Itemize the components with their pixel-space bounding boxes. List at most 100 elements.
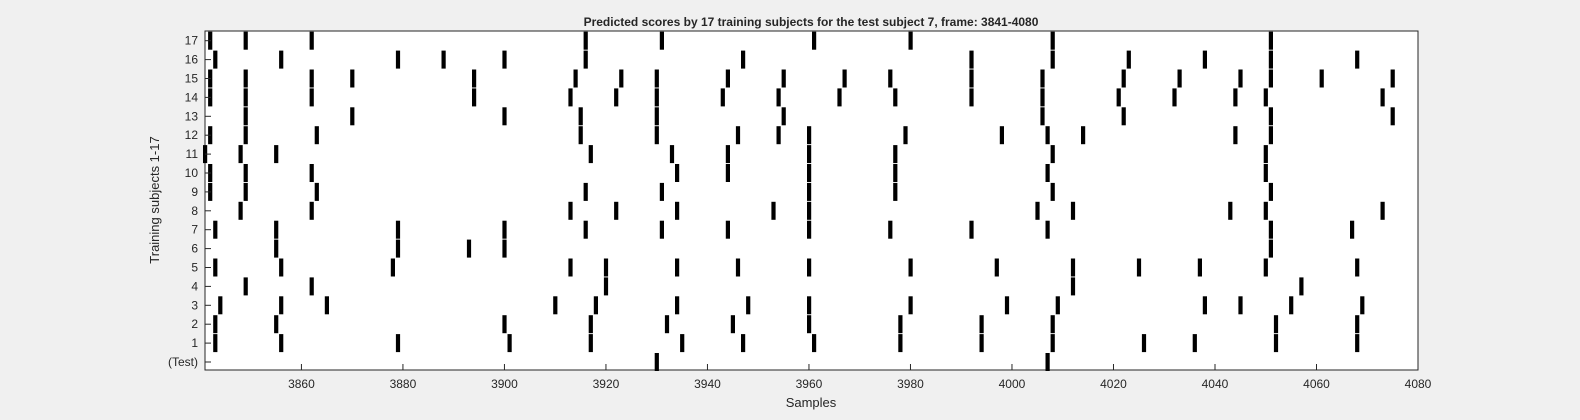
score-mark: [1299, 277, 1304, 296]
score-mark: [588, 334, 593, 353]
score-mark: [274, 315, 279, 334]
x-tick-label: 3880: [390, 377, 417, 391]
score-mark: [807, 258, 812, 277]
x-tick-label: 4020: [1100, 377, 1127, 391]
score-mark: [395, 220, 401, 239]
score-mark: [243, 31, 248, 50]
x-tick-label: 3920: [593, 377, 620, 391]
score-mark: [659, 182, 664, 201]
y-tick-label: 14: [185, 90, 199, 104]
score-mark: [614, 88, 619, 107]
score-mark: [1177, 69, 1182, 88]
score-mark: [807, 164, 812, 182]
score-mark: [588, 315, 593, 334]
score-mark: [1268, 220, 1273, 239]
score-mark: [243, 164, 248, 182]
score-mark: [395, 50, 401, 69]
score-mark: [279, 334, 284, 353]
score-mark: [781, 69, 786, 88]
score-mark: [1202, 296, 1207, 315]
score-mark: [807, 315, 812, 334]
score-mark: [1263, 88, 1268, 107]
score-mark: [568, 201, 573, 220]
score-mark: [213, 334, 218, 353]
score-mark: [807, 182, 812, 201]
score-mark: [568, 258, 573, 277]
score-mark: [675, 296, 680, 315]
score-mark: [1050, 334, 1055, 353]
score-mark: [603, 258, 609, 277]
x-tick-label: 4060: [1303, 377, 1330, 391]
score-mark: [654, 353, 659, 371]
score-mark: [243, 182, 248, 201]
score-mark: [776, 88, 781, 107]
score-mark: [583, 220, 588, 239]
score-mark: [1233, 88, 1238, 107]
score-mark: [807, 220, 812, 239]
score-mark: [675, 258, 680, 277]
score-mark: [314, 126, 319, 145]
score-mark: [807, 126, 812, 145]
score-mark: [1081, 126, 1086, 145]
score-mark: [395, 239, 401, 258]
score-mark: [1004, 296, 1010, 315]
score-mark: [812, 31, 817, 50]
score-mark: [472, 88, 477, 107]
score-mark: [1050, 182, 1055, 201]
score-mark: [243, 69, 248, 88]
score-mark: [324, 296, 329, 315]
score-mark: [1263, 145, 1268, 164]
score-mark: [395, 334, 401, 353]
y-tick-label: 4: [191, 279, 198, 293]
score-mark: [553, 296, 558, 315]
score-mark: [1116, 88, 1121, 107]
score-mark: [1380, 88, 1385, 107]
score-mark: [893, 164, 898, 182]
score-mark: [1268, 69, 1273, 88]
score-mark: [675, 201, 680, 220]
score-mark: [1263, 164, 1268, 182]
y-tick-label: 2: [191, 317, 198, 331]
score-mark: [1050, 145, 1055, 164]
score-mark: [1355, 258, 1360, 277]
score-mark: [1141, 334, 1147, 353]
score-mark: [1360, 296, 1365, 315]
score-mark: [309, 277, 314, 296]
score-mark: [1268, 182, 1273, 201]
score-mark: [741, 334, 746, 353]
score-mark: [603, 277, 609, 296]
score-mark: [735, 258, 741, 277]
score-mark: [1238, 69, 1243, 88]
score-mark: [1126, 50, 1131, 69]
x-axis-ticks: 3860 3880 3900 3920 3940 3960 3980 4000 4020 4040…: [288, 364, 1432, 391]
y-tick-label: 15: [185, 72, 199, 86]
chart-title: Predicted scores by 17 training subjects…: [584, 15, 1039, 29]
score-mark: [771, 201, 776, 220]
score-mark: [969, 220, 974, 239]
score-mark: [888, 220, 893, 239]
score-mark: [472, 69, 477, 88]
score-mark: [309, 88, 314, 107]
y-tick-label: 5: [191, 261, 198, 275]
score-mark: [213, 258, 218, 277]
score-mark: [898, 315, 903, 334]
score-mark: [654, 126, 659, 145]
score-mark: [994, 258, 999, 277]
x-tick-label: 4040: [1202, 377, 1229, 391]
score-mark: [720, 88, 725, 107]
score-mark: [1390, 69, 1395, 88]
score-mark: [1040, 107, 1045, 126]
score-mark: [888, 69, 893, 88]
score-mark: [578, 126, 583, 145]
y-tick-label: 6: [191, 242, 198, 256]
score-mark: [664, 315, 670, 334]
score-mark: [654, 88, 659, 107]
marks-layer: [203, 31, 1395, 371]
score-mark: [1070, 277, 1076, 296]
score-mark: [1136, 258, 1142, 277]
plot-area: [204, 30, 1419, 371]
score-mark: [593, 296, 598, 315]
score-mark: [654, 107, 659, 126]
y-tick-label: 8: [191, 204, 198, 218]
score-mark: [213, 220, 218, 239]
